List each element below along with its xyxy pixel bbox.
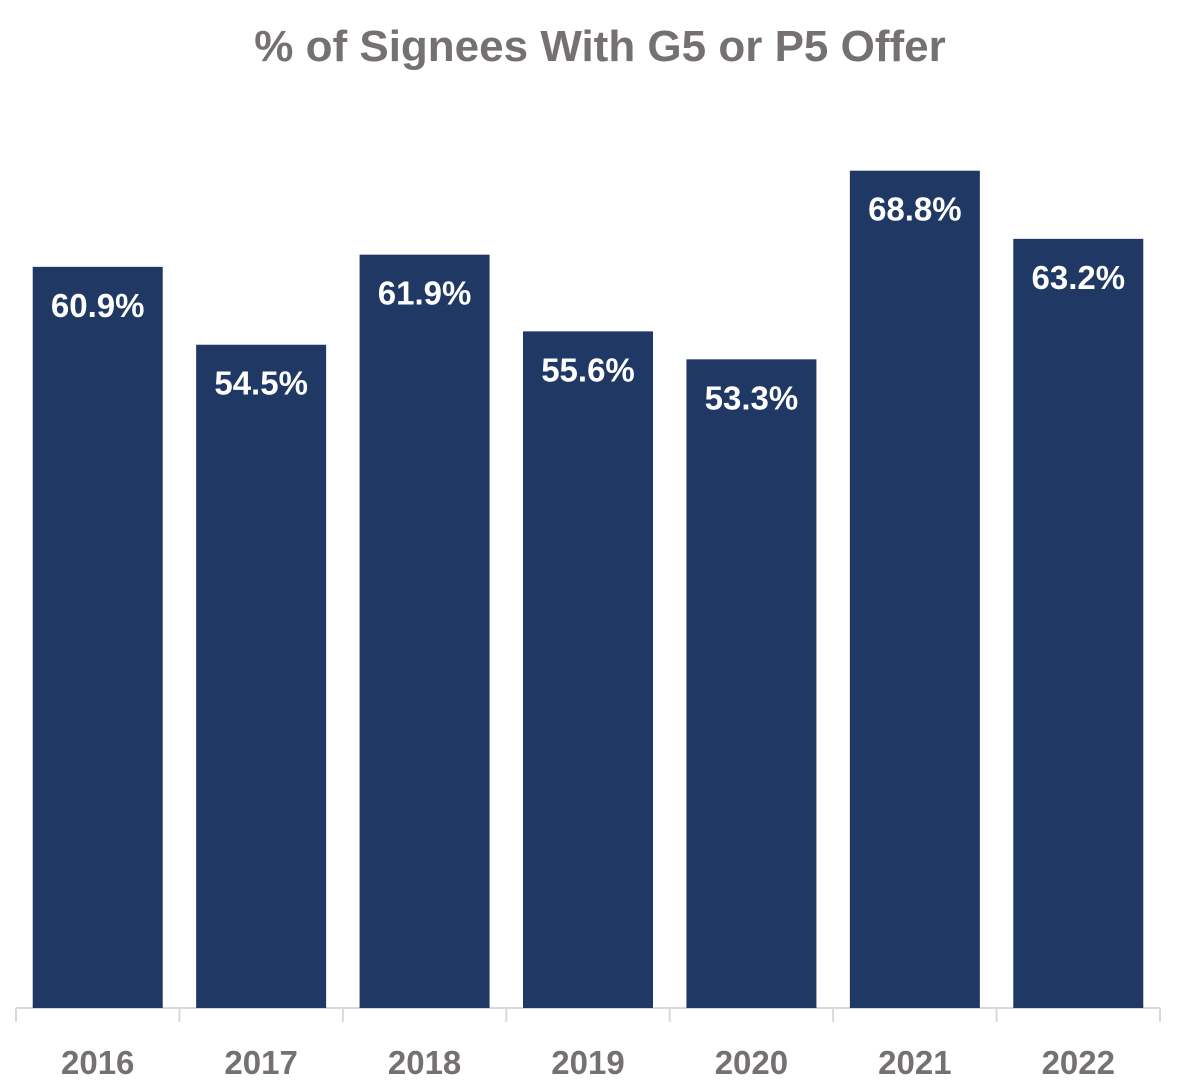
- bar-2019: [523, 331, 653, 1008]
- data-label-2018: 61.9%: [378, 275, 472, 312]
- data-label-2016: 60.9%: [51, 287, 145, 324]
- x-tick-label-2018: 2018: [388, 1044, 461, 1081]
- chart-title: % of Signees With G5 or P5 Offer: [254, 22, 946, 71]
- data-label-2019: 55.6%: [541, 351, 635, 388]
- data-label-2021: 68.8%: [868, 191, 962, 228]
- x-tick-label-2019: 2019: [551, 1044, 624, 1081]
- bar-2022: [1013, 238, 1144, 1008]
- x-tick-label-2022: 2022: [1042, 1044, 1115, 1081]
- x-tick-label-2016: 2016: [61, 1044, 134, 1081]
- x-tick-label-2021: 2021: [878, 1044, 951, 1081]
- bar-2017: [196, 344, 327, 1008]
- bar-2021: [849, 170, 980, 1009]
- bar-2016: [32, 266, 163, 1008]
- data-label-2020: 53.3%: [705, 379, 799, 416]
- x-tick-label-2017: 2017: [224, 1044, 297, 1081]
- data-label-2017: 54.5%: [214, 365, 308, 402]
- x-tick-label-2020: 2020: [715, 1044, 788, 1081]
- data-label-2022: 63.2%: [1031, 259, 1125, 296]
- bar-2020: [686, 359, 817, 1008]
- bar-2018: [359, 254, 490, 1008]
